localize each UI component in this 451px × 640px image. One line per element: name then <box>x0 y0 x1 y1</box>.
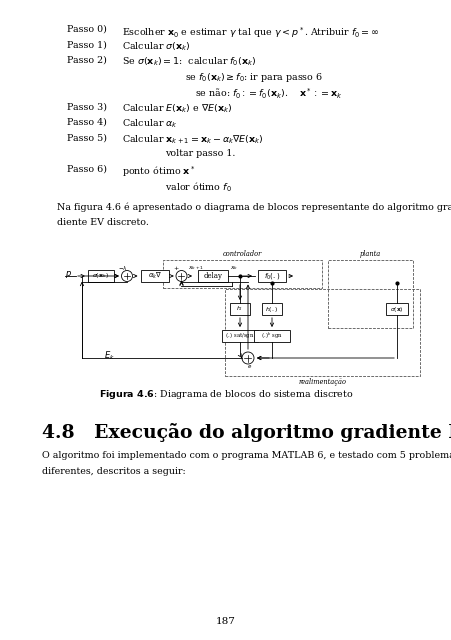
Text: $E_k$: $E_k$ <box>104 349 115 362</box>
Text: Passo 4): Passo 4) <box>67 118 106 127</box>
Text: $(.)^k$ sgn: $(.)^k$ sgn <box>260 331 282 341</box>
Text: diferentes, descritos a seguir:: diferentes, descritos a seguir: <box>42 467 185 476</box>
Text: Passo 6): Passo 6) <box>67 164 107 173</box>
Text: $h(.)$: $h(.)$ <box>265 305 278 314</box>
Text: Passo 5): Passo 5) <box>67 134 107 143</box>
Text: voltar passo 1.: voltar passo 1. <box>165 149 235 158</box>
Text: delay: delay <box>203 272 222 280</box>
Text: $+$: $+$ <box>173 264 179 272</box>
Text: $h_i$: $h_i$ <box>236 305 243 314</box>
Text: Passo 1): Passo 1) <box>67 40 106 49</box>
Text: Calcular $E(\mathbf{x}_k)$ e $\nabla E(\mathbf{x}_k)$: Calcular $E(\mathbf{x}_k)$ e $\nabla E(\… <box>122 102 232 115</box>
FancyBboxPatch shape <box>141 270 169 282</box>
Text: Passo 2): Passo 2) <box>67 56 106 65</box>
Text: $-\lambda$: $-\lambda$ <box>118 264 127 272</box>
FancyBboxPatch shape <box>262 303 281 315</box>
FancyBboxPatch shape <box>385 303 407 315</box>
Text: valor ótimo $f_0$: valor ótimo $f_0$ <box>165 180 231 193</box>
FancyBboxPatch shape <box>258 270 285 282</box>
Text: Passo 3): Passo 3) <box>67 102 107 111</box>
Text: $(.)$ sat/sgn: $(.)$ sat/sgn <box>225 332 254 340</box>
Text: Se $\sigma(\mathbf{x}_k) = 1$:  calcular $f_0(\mathbf{x}_k)$: Se $\sigma(\mathbf{x}_k) = 1$: calcular … <box>122 56 256 68</box>
FancyBboxPatch shape <box>253 330 290 342</box>
Text: Na figura 4.6 é apresentado o diagrama de blocos representante do algoritmo gra-: Na figura 4.6 é apresentado o diagrama d… <box>57 202 451 212</box>
Text: planta: planta <box>359 250 380 259</box>
FancyBboxPatch shape <box>198 270 227 282</box>
Text: Escolher $\mathbf{x}_0$ e estimar $\gamma$ tal que $\gamma < p^*$. Atribuir $f_0: Escolher $\mathbf{x}_0$ e estimar $\gamm… <box>122 25 379 40</box>
Text: $x_{k+1}$: $x_{k+1}$ <box>188 264 204 272</box>
Text: $e$: $e$ <box>247 363 252 370</box>
Text: 187: 187 <box>216 617 235 626</box>
Text: $\sigma(\mathbf{x}_k)$: $\sigma(\mathbf{x}_k)$ <box>92 271 109 280</box>
Text: $\alpha_k\nabla$: $\alpha_k\nabla$ <box>148 271 162 281</box>
FancyBboxPatch shape <box>230 303 249 315</box>
Text: Passo 0): Passo 0) <box>67 25 106 34</box>
Text: se não: $f_0 := f_0(\mathbf{x}_k)$. $\quad\mathbf{x}^* := \mathbf{x}_k$: se não: $f_0 := f_0(\mathbf{x}_k)$. $\qu… <box>194 87 342 101</box>
Text: 4.8   Execução do algoritmo gradiente EV: 4.8 Execução do algoritmo gradiente EV <box>42 423 451 442</box>
Text: $\mathbf{Figura\ 4.6}$: Diagrama de blocos do sistema discreto: $\mathbf{Figura\ 4.6}$: Diagrama de bloc… <box>98 388 353 401</box>
Text: Calcular $\mathbf{x}_{k+1} = \mathbf{x}_k - \alpha_k\nabla E(\mathbf{x}_k)$: Calcular $\mathbf{x}_{k+1} = \mathbf{x}_… <box>122 134 263 146</box>
FancyBboxPatch shape <box>221 330 258 342</box>
Text: $x_k$: $x_k$ <box>230 264 238 272</box>
Text: O algoritmo foi implementado com o programa MATLAB 6, e testado com 5 problemas: O algoritmo foi implementado com o progr… <box>42 451 451 460</box>
Text: $p$: $p$ <box>65 269 72 280</box>
Text: controlador: controlador <box>222 250 262 259</box>
Text: realimentação: realimentação <box>298 378 346 386</box>
Text: se $f_0(\mathbf{x}_k) \geq f_0$: ir para passo 6: se $f_0(\mathbf{x}_k) \geq f_0$: ir para… <box>184 72 322 84</box>
Text: Calcular $\alpha_k$: Calcular $\alpha_k$ <box>122 118 178 131</box>
Text: $\sigma(\mathbf{x})$: $\sigma(\mathbf{x})$ <box>389 305 403 314</box>
FancyBboxPatch shape <box>88 270 114 282</box>
Text: $f_0(.)$: $f_0(.)$ <box>263 271 280 281</box>
Text: ponto ótimo $\mathbf{x}^*$: ponto ótimo $\mathbf{x}^*$ <box>122 164 195 179</box>
Text: diente EV discreto.: diente EV discreto. <box>57 218 148 227</box>
Text: Calcular $\sigma(\mathbf{x}_k)$: Calcular $\sigma(\mathbf{x}_k)$ <box>122 40 190 53</box>
